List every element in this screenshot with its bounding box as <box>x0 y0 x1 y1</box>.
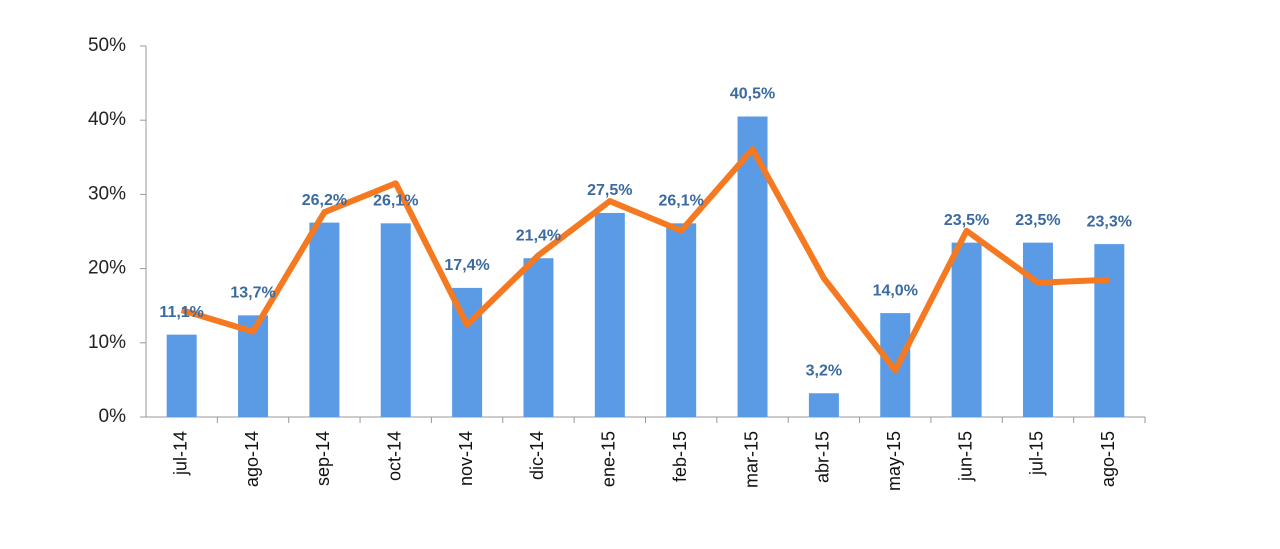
y-tick-label: 30% <box>88 183 126 204</box>
data-label: 14,0% <box>873 282 918 299</box>
data-label: 21,4% <box>516 227 561 244</box>
data-label: 13,7% <box>230 285 275 302</box>
data-label: 26,1% <box>373 193 418 210</box>
x-tick-label: oct-14 <box>385 431 405 481</box>
y-tick-label: 0% <box>99 406 127 427</box>
data-label: 3,2% <box>806 362 842 379</box>
y-tick-label: 40% <box>88 109 126 130</box>
data-label: 26,1% <box>658 193 703 210</box>
line <box>180 146 1110 374</box>
x-tick-label: jun-15 <box>955 431 975 482</box>
x-tick-label: nov-14 <box>456 431 476 486</box>
x-tick-label: ago-14 <box>242 431 262 487</box>
bar <box>523 258 554 417</box>
data-label: 26,2% <box>302 192 347 209</box>
x-tick-label: mar-15 <box>741 431 761 488</box>
y-tick-label: 10% <box>88 332 126 353</box>
data-label: 17,4% <box>444 257 489 274</box>
data-label: 27,5% <box>587 182 632 199</box>
bar <box>309 222 340 417</box>
data-label: 11,1% <box>159 304 203 321</box>
data-label: 40,5% <box>730 86 775 103</box>
bar <box>1022 242 1053 417</box>
x-tick-label: ene-15 <box>599 431 619 487</box>
data-label: 23,3% <box>1087 213 1132 230</box>
x-tick-label: feb-15 <box>670 431 690 482</box>
x-tick-label: ago-15 <box>1098 431 1118 487</box>
bar <box>594 212 625 417</box>
data-label: 23,5% <box>1015 212 1060 229</box>
x-tick-label: sep-14 <box>313 431 333 486</box>
bar <box>951 242 982 417</box>
bar <box>1094 244 1125 417</box>
bar <box>808 393 839 417</box>
data-label: 23,5% <box>944 212 989 229</box>
x-tick-label: may-15 <box>884 431 904 491</box>
bar <box>380 223 411 417</box>
x-tick-label: jul-14 <box>170 431 190 476</box>
x-tick-label: dic-14 <box>527 431 547 480</box>
y-tick-label: 20% <box>88 258 126 279</box>
x-tick-label: abr-15 <box>813 431 833 483</box>
bar <box>166 334 197 417</box>
bar <box>666 223 697 417</box>
x-tick-label: jul-15 <box>1027 431 1047 476</box>
y-tick-label: 50% <box>88 35 126 56</box>
